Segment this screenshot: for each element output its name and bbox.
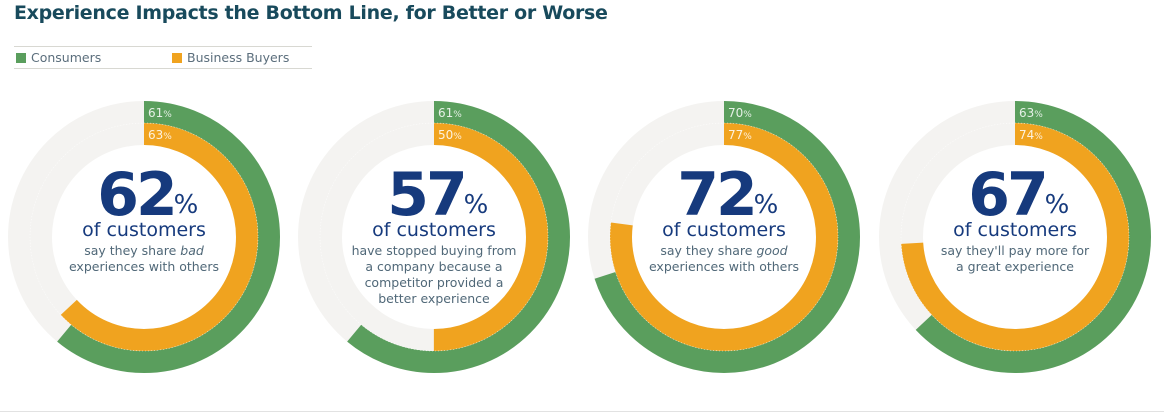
arc-consumers [879, 101, 1151, 373]
series-value-label: 63% [148, 128, 172, 142]
description-line: competitor provided a [365, 275, 504, 290]
legend-item-business-buyers: Business Buyers [172, 50, 289, 65]
subject-label: of customers [372, 219, 496, 241]
description-line: have stopped buying from [352, 243, 517, 258]
headline-value: 67 [968, 160, 1046, 230]
description-line: a company because a [365, 259, 502, 274]
legend-swatch-consumers [16, 52, 26, 63]
description-line: say they'll pay more for [941, 243, 1090, 258]
series-value-label: 61% [438, 106, 462, 120]
legend-swatch-business-buyers [172, 52, 182, 63]
arc-consumers [8, 101, 280, 373]
percent-sign: % [1034, 110, 1043, 120]
percent-sign: % [1034, 132, 1043, 142]
page-title: Experience Impacts the Bottom Line, for … [14, 2, 608, 24]
arc-business-buyers [30, 123, 258, 351]
legend-label: Consumers [31, 50, 102, 65]
percent-sign: % [453, 110, 462, 120]
headline-unit: % [754, 190, 779, 220]
description-line: say they share bad [84, 243, 204, 258]
legend: Consumers Business Buyers [14, 46, 312, 69]
subject-label: of customers [82, 219, 206, 241]
series-value-label: 74% [1019, 128, 1043, 142]
percent-sign: % [163, 110, 172, 120]
headline-value: 62 [97, 160, 175, 230]
percent-sign: % [163, 132, 172, 142]
arc-business-buyers [610, 123, 838, 351]
series-value-label: 50% [438, 128, 462, 142]
emphasis-word: good [756, 243, 787, 258]
emphasis-word: bad [180, 243, 204, 258]
ring-divider [609, 122, 839, 352]
subject-label: of customers [662, 219, 786, 241]
percent-sign: % [453, 132, 462, 142]
arc-consumers [298, 101, 570, 373]
series-value-label: 63% [1019, 106, 1043, 120]
arc-business-buyers [320, 123, 548, 351]
description-line: a great experience [956, 259, 1074, 274]
percent-sign: % [743, 110, 752, 120]
description-line: experiences with others [69, 259, 219, 274]
series-value-label: 61% [148, 106, 172, 120]
series-value-label: 77% [728, 128, 752, 142]
headline-unit: % [464, 190, 489, 220]
headline-value: 72 [677, 160, 755, 230]
divider [0, 411, 1164, 412]
series-value-label: 70% [728, 106, 752, 120]
description-line: better experience [378, 291, 490, 306]
headline-value: 57 [387, 160, 465, 230]
arc-business-buyers [901, 123, 1129, 351]
headline-unit: % [174, 190, 199, 220]
ring-divider [29, 122, 259, 352]
description-line: say they share good [660, 243, 787, 258]
legend-item-consumers: Consumers [16, 50, 101, 65]
ring-divider [900, 122, 1130, 352]
legend-label: Business Buyers [187, 50, 290, 65]
subject-label: of customers [953, 219, 1077, 241]
percent-sign: % [743, 132, 752, 142]
ring-divider [319, 122, 549, 352]
headline-unit: % [1045, 190, 1070, 220]
arc-consumers [588, 101, 860, 373]
description-line: experiences with others [649, 259, 799, 274]
